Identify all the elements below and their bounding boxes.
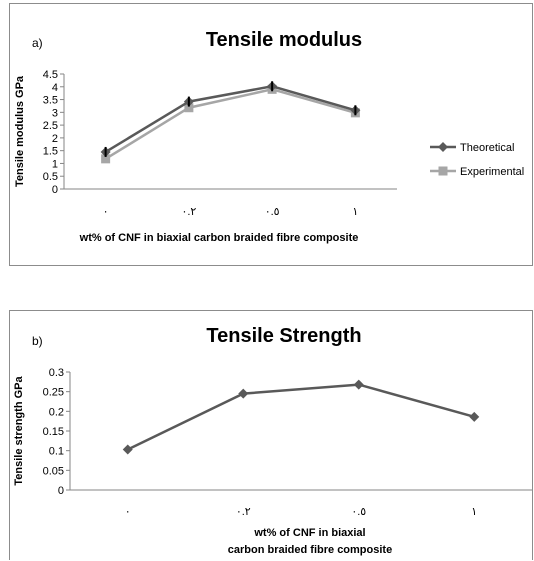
y-tick-label: 0.25 <box>43 387 64 399</box>
y-tick-label: 1 <box>52 158 58 170</box>
y-tick-label: 1.5 <box>43 146 58 158</box>
x-axis-label: wt% of CNF in biaxial <box>253 527 365 539</box>
tensile-strength-chart: b) Tensile Strength 0 0.05 0.1 0.15 0.2 0.25 0.3… <box>13 325 532 556</box>
x-tick-label: ٠.٢ <box>236 506 251 518</box>
y-tick-label: 0 <box>58 485 64 497</box>
y-tick-label: 3 <box>52 107 58 119</box>
legend-experimental-marker <box>438 166 448 176</box>
x-tick-label: ٠.٥ <box>351 506 366 518</box>
y-tick-label: 0.05 <box>43 465 64 477</box>
y-tick-label: 3.5 <box>43 95 58 107</box>
panel-label: b) <box>32 334 43 348</box>
y-tick-label: 4 <box>52 82 58 94</box>
experimental-line <box>104 88 356 160</box>
y-tick-label: 2 <box>52 133 58 145</box>
x-tick-label: ١ <box>471 506 477 518</box>
y-tick-label: 0 <box>52 184 58 196</box>
x-tick-label: ٠ <box>103 206 109 218</box>
legend-theoretical-label: Theoretical <box>460 142 514 154</box>
y-axis-label: Tensile modulus GPa <box>14 75 26 187</box>
y-tick-label: 0.3 <box>49 367 64 379</box>
theoretical-line <box>104 84 356 154</box>
x-tick-label: ٠.٢ <box>181 206 196 218</box>
series-point <box>238 388 249 399</box>
chart-panel-tensile-strength: b) Tensile Strength 0 0.05 0.1 0.15 0.2 0.25 0.3… <box>9 310 533 560</box>
y-tick-label: 0.2 <box>49 406 64 418</box>
x-tick-label: ٠.٥ <box>265 206 280 218</box>
x-axis-label: carbon braided fibre composite <box>228 544 392 556</box>
y-axis-label: Tensile strength GPa <box>13 376 25 486</box>
tensile-modulus-chart: a) Tensile modulus 00.511.522.533.544.5 ٠ ٠.… <box>14 29 524 244</box>
y-tick-label: 0.1 <box>49 446 64 458</box>
y-tick-label: 4.5 <box>43 69 58 81</box>
y-tick-label: 2.5 <box>43 120 58 132</box>
series-point <box>122 444 133 455</box>
experimental-point <box>184 103 194 113</box>
series-line <box>127 383 475 451</box>
chart-panel-tensile-modulus: a) Tensile modulus 0 0.5 1 1.5 2 2.5 3 3.5 4 4.5 ٠ ٠.… <box>9 3 533 266</box>
panel-label: a) <box>32 36 43 50</box>
legend-theoretical-marker <box>438 142 448 152</box>
y-tick-label: 0.15 <box>43 426 64 438</box>
legend-experimental-label: Experimental <box>460 166 524 178</box>
x-tick-label: ٠ <box>125 506 131 518</box>
chart-title: Tensile modulus <box>206 29 362 51</box>
series-point <box>353 379 364 390</box>
experimental-point <box>101 154 111 164</box>
y-tick-label: 0.5 <box>43 171 58 183</box>
x-tick-label: ١ <box>352 206 358 218</box>
series-point <box>469 411 480 422</box>
x-axis-label: wt% of CNF in biaxial carbon braided fib… <box>79 232 359 244</box>
chart-title: Tensile Strength <box>206 325 361 347</box>
